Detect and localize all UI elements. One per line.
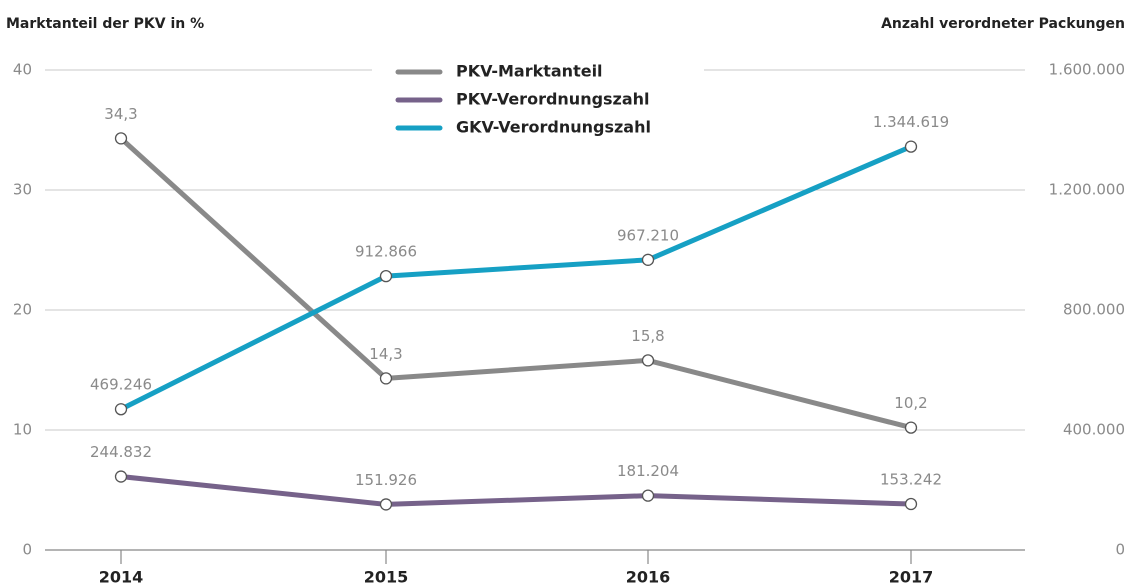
x-tick-label: 2016	[626, 568, 671, 586]
data-point	[904, 421, 918, 434]
legend-label: PKV-Verordnungszahl	[456, 90, 650, 109]
y2-tick-label: 1.200.000	[1049, 181, 1125, 199]
legend-label: PKV-Marktanteil	[456, 62, 603, 81]
data-label: 153.242	[880, 471, 942, 489]
y-tick-label: 0	[22, 541, 32, 559]
y2-tick-label: 400.000	[1063, 421, 1125, 439]
y-tick-label: 20	[13, 301, 32, 319]
data-point	[114, 132, 128, 145]
data-label: 244.832	[90, 443, 152, 461]
data-point	[114, 470, 128, 483]
data-point	[904, 497, 918, 511]
series-line	[120, 474, 912, 507]
y2-tick-label: 1.600.000	[1049, 61, 1125, 79]
data-label: 1.344.619	[873, 113, 949, 131]
x-tick-label: 2015	[364, 568, 409, 586]
y-axis-title: Marktanteil der PKV in %	[6, 16, 204, 32]
data-point	[379, 498, 393, 511]
data-label: 34,3	[104, 105, 137, 123]
x-tick-label: 2014	[99, 568, 144, 586]
y-tick-label: 40	[13, 61, 32, 79]
data-point	[379, 269, 393, 283]
data-point	[379, 372, 393, 385]
data-label: 912.866	[355, 243, 417, 261]
data-label: 15,8	[631, 327, 664, 345]
series-line	[119, 144, 912, 412]
series-line	[119, 136, 912, 431]
data-label: 181.204	[617, 462, 679, 480]
data-label: 967.210	[617, 226, 679, 244]
data-label: 151.926	[355, 471, 417, 489]
legend-label: GKV-Verordnungszahl	[456, 118, 651, 137]
y-tick-label: 30	[13, 181, 32, 199]
y2-tick-label: 800.000	[1063, 301, 1125, 319]
data-label: 10,2	[894, 394, 927, 412]
data-point	[641, 253, 655, 266]
data-point	[904, 140, 918, 153]
x-tick-label: 2017	[889, 568, 934, 586]
data-point	[641, 354, 655, 367]
data-point	[641, 489, 655, 502]
data-label: 469.246	[90, 376, 152, 394]
y2-axis-title: Anzahl verordneter Packungen	[881, 16, 1125, 32]
y-tick-label: 10	[13, 421, 32, 439]
y2-tick-label: 0	[1115, 541, 1125, 559]
data-label: 14,3	[369, 345, 402, 363]
data-point	[114, 403, 128, 416]
